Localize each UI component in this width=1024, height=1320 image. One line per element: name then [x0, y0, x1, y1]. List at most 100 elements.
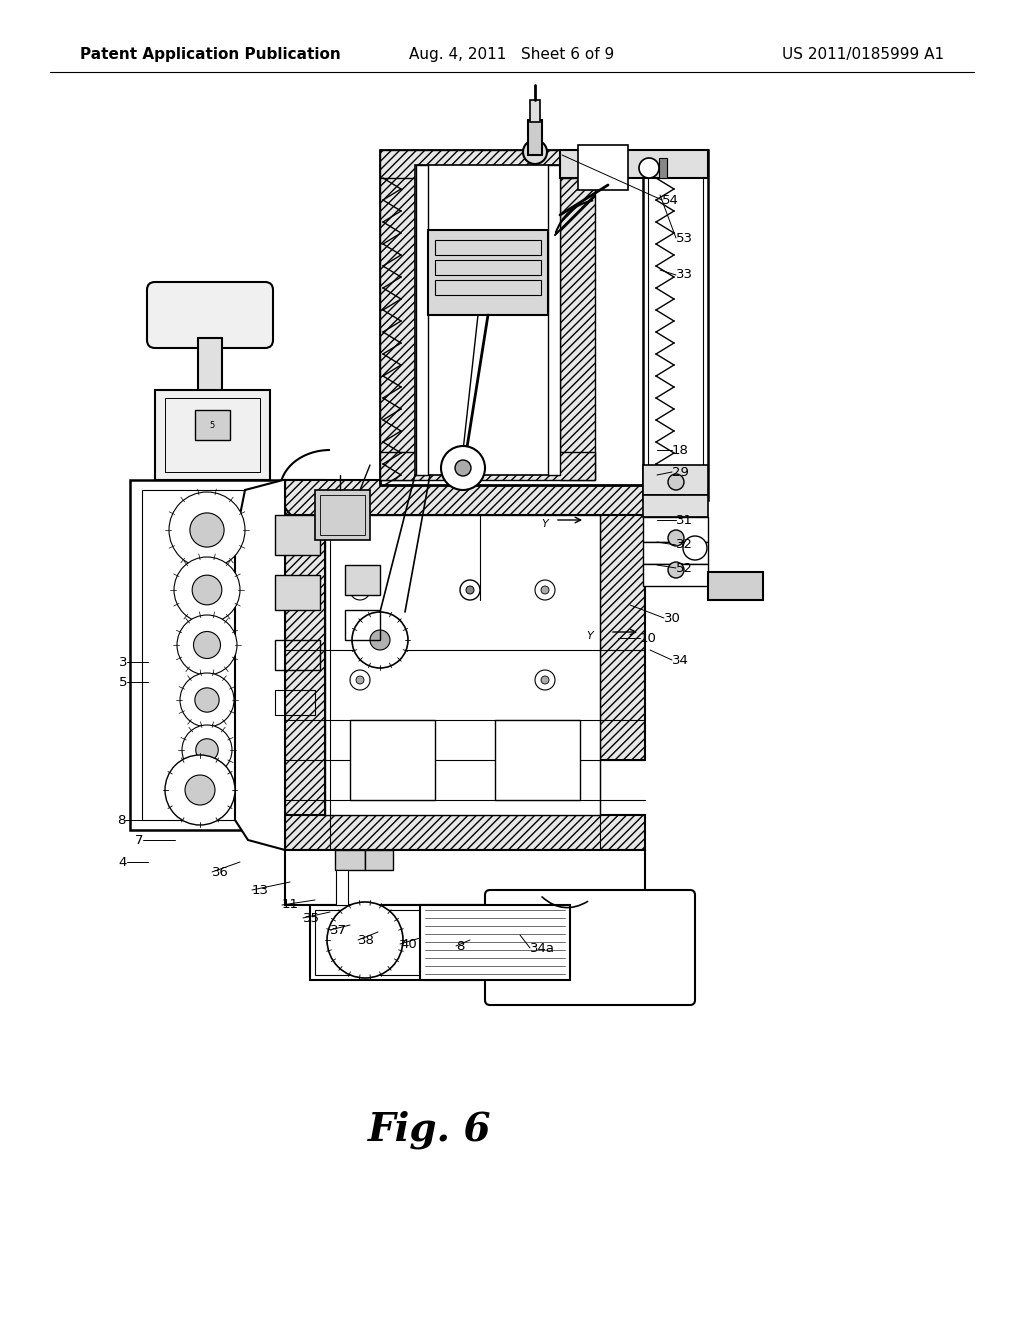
Bar [420, 906, 570, 979]
Text: 32: 32 [676, 539, 693, 552]
Bar [600, 480, 645, 760]
Text: 10: 10 [640, 631, 656, 644]
Text: 40: 40 [400, 937, 417, 950]
Circle shape [356, 676, 364, 684]
Circle shape [182, 725, 232, 775]
Circle shape [455, 459, 471, 477]
Bar [155, 389, 270, 480]
Text: Fig. 6: Fig. 6 [369, 1110, 492, 1150]
Text: 5: 5 [209, 421, 215, 429]
Text: 33: 33 [676, 268, 693, 281]
Text: US 2011/0185999 A1: US 2011/0185999 A1 [782, 48, 944, 62]
Bar [380, 150, 595, 178]
Text: 52: 52 [676, 561, 693, 574]
Bar [530, 100, 540, 121]
Bar [325, 515, 600, 814]
Circle shape [668, 562, 684, 578]
Bar [142, 490, 272, 820]
Text: 4: 4 [119, 855, 127, 869]
Bar [165, 399, 260, 473]
Text: Y: Y [542, 519, 548, 529]
Bar [578, 145, 628, 190]
Bar [415, 165, 560, 475]
Text: 5: 5 [119, 676, 127, 689]
Circle shape [352, 612, 408, 668]
Bar [275, 515, 319, 554]
Text: 54: 54 [662, 194, 679, 206]
Polygon shape [234, 480, 285, 850]
Text: 34a: 34a [530, 941, 555, 954]
Circle shape [174, 557, 240, 623]
Bar [659, 158, 667, 178]
Circle shape [185, 775, 215, 805]
Bar [195, 411, 230, 440]
Circle shape [683, 536, 707, 560]
Text: 18: 18 [672, 444, 689, 457]
Circle shape [535, 579, 555, 601]
Text: 7: 7 [134, 833, 143, 846]
Circle shape [639, 158, 659, 178]
Circle shape [194, 631, 220, 659]
Circle shape [535, 671, 555, 690]
Circle shape [541, 586, 549, 594]
Circle shape [460, 579, 480, 601]
Bar [560, 150, 708, 178]
Bar [285, 480, 645, 515]
Bar [416, 165, 428, 475]
Bar [560, 150, 595, 480]
Circle shape [350, 671, 370, 690]
Bar [285, 814, 645, 850]
Text: 31: 31 [676, 513, 693, 527]
Text: 8: 8 [456, 940, 464, 953]
Text: 38: 38 [358, 933, 375, 946]
Bar [495, 719, 580, 800]
Circle shape [189, 513, 224, 546]
Bar [315, 909, 480, 975]
Bar [275, 690, 315, 715]
Bar [643, 150, 708, 500]
Bar [548, 165, 560, 475]
Bar [643, 543, 708, 564]
Bar [345, 565, 380, 595]
Bar [336, 870, 348, 906]
Text: 53: 53 [676, 231, 693, 244]
Bar [198, 338, 222, 393]
Bar [643, 564, 708, 586]
Circle shape [370, 630, 390, 649]
Bar [643, 465, 708, 495]
Bar [310, 906, 485, 979]
Bar [435, 260, 541, 275]
Bar [345, 610, 380, 640]
Text: Y: Y [587, 631, 593, 642]
Circle shape [177, 615, 237, 675]
Text: 11: 11 [282, 899, 299, 912]
Text: 30: 30 [664, 611, 681, 624]
Bar [528, 120, 542, 154]
Bar [648, 154, 703, 495]
Circle shape [668, 474, 684, 490]
Text: 8: 8 [117, 813, 125, 826]
Bar [130, 480, 285, 830]
Text: 13: 13 [252, 883, 269, 896]
Bar [319, 495, 365, 535]
Circle shape [165, 755, 234, 825]
Circle shape [541, 676, 549, 684]
Bar [350, 719, 435, 800]
Text: 3: 3 [119, 656, 127, 668]
Bar [643, 517, 708, 543]
Text: 29: 29 [672, 466, 689, 479]
Text: 35: 35 [303, 912, 319, 924]
Circle shape [193, 576, 222, 605]
Circle shape [441, 446, 485, 490]
Bar [380, 150, 675, 484]
FancyBboxPatch shape [147, 282, 273, 348]
Bar [643, 495, 708, 517]
Text: Patent Application Publication: Patent Application Publication [80, 48, 341, 62]
Bar [380, 451, 595, 480]
Bar [435, 240, 541, 255]
Text: Aug. 4, 2011   Sheet 6 of 9: Aug. 4, 2011 Sheet 6 of 9 [410, 48, 614, 62]
Bar [380, 150, 415, 480]
Circle shape [668, 531, 684, 546]
Circle shape [180, 673, 234, 727]
FancyBboxPatch shape [485, 890, 695, 1005]
